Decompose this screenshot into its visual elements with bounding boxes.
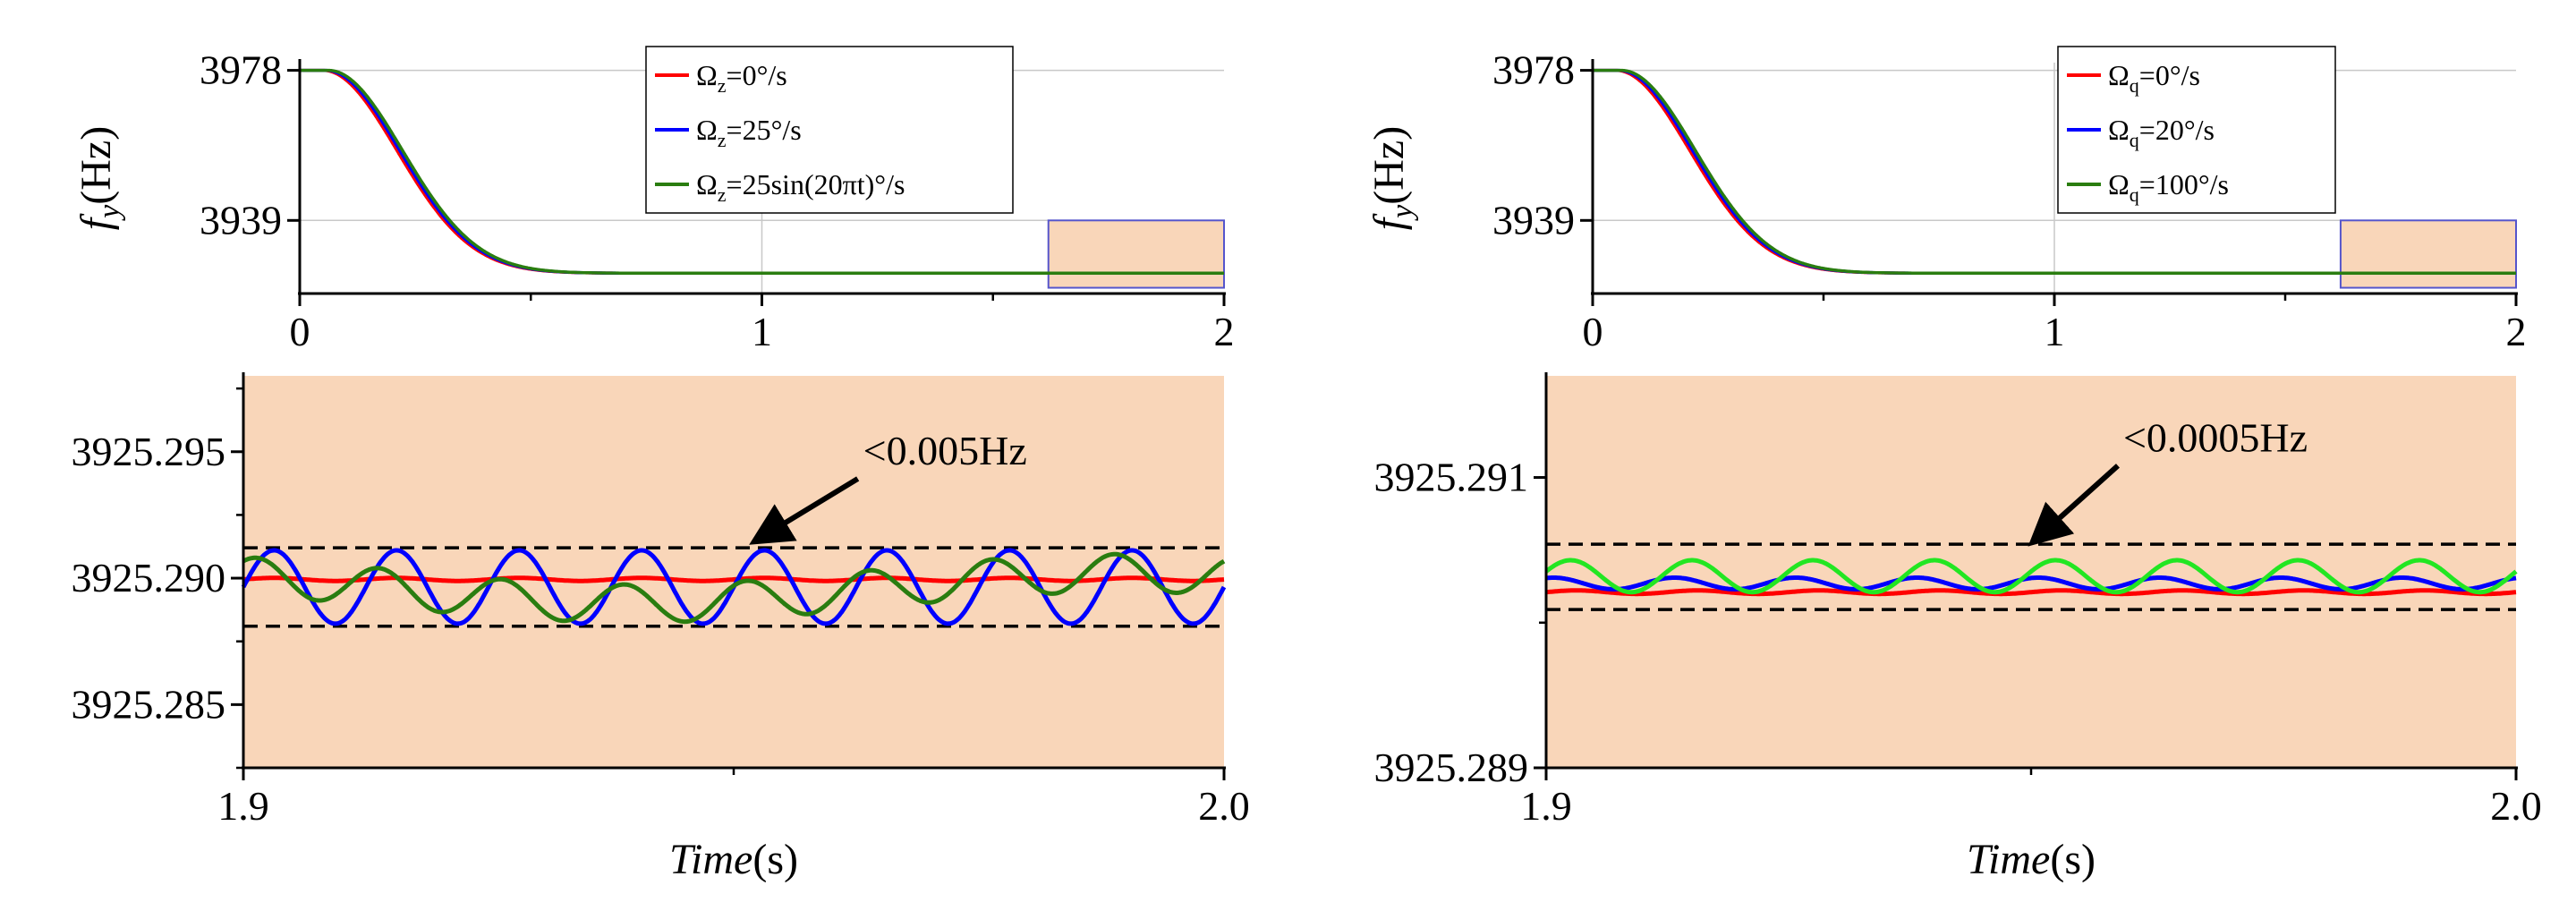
- annotation-arrow: [749, 476, 860, 545]
- y-tick-label: 3925.290: [72, 555, 226, 600]
- legend-entry: Ωq=100°/s: [2108, 168, 2229, 206]
- x-tick-label: 2: [2506, 309, 2527, 354]
- series-line-blue: [1544, 575, 2518, 592]
- x-tick-label: 0: [290, 309, 310, 354]
- y-tick-label: 3939: [1492, 197, 1575, 243]
- plot-background: [243, 376, 1224, 768]
- x-tick-label: 0: [1583, 309, 1603, 354]
- legend: Ωq=0°/s Ωq=20°/s Ωq=100°/s: [2057, 46, 2336, 214]
- series-line-green: [1544, 558, 2518, 595]
- y-tick-label: 3925.291: [1374, 455, 1529, 500]
- x-tick-label: 2: [1214, 309, 1235, 354]
- series-line-red: [242, 575, 1226, 583]
- y-tick-label: 3939: [200, 197, 282, 243]
- legend-entry: Ωz=0°/s: [696, 59, 787, 97]
- legend-entry: Ωz=25°/s: [696, 114, 802, 151]
- y-tick-label: 3925.285: [72, 681, 226, 727]
- x-tick-label: 1.9: [1520, 783, 1572, 829]
- y-tick-label: 3978: [1492, 47, 1575, 93]
- series-line-series-2: [299, 68, 1225, 276]
- x-axis-label: Time(s): [1967, 836, 2096, 883]
- legend-box: [645, 46, 1014, 214]
- x-axis-label: Time(s): [669, 836, 798, 883]
- legend-entry: Ωq=0°/s: [2108, 59, 2200, 97]
- x-tick-label: 2.0: [2490, 783, 2542, 829]
- series-line-series-2: [1592, 68, 2517, 276]
- x-tick-label: 1.9: [217, 783, 269, 829]
- y-axis-label: fy(Hz): [1365, 126, 1419, 230]
- annotation-label: <0.005Hz: [863, 428, 1027, 473]
- y-tick-label: 3978: [200, 47, 282, 93]
- y-axis-label: fy(Hz): [72, 126, 126, 230]
- legend: Ωz=0°/s Ωz=25°/s Ωz=25sin(20πt)°/s: [645, 46, 1014, 214]
- annotation-arrow: [2028, 464, 2120, 547]
- legend-entry: Ωz=25sin(20πt)°/s: [696, 168, 905, 206]
- zoom-region: [2339, 219, 2517, 289]
- x-tick-label: 1: [752, 309, 772, 354]
- y-tick-label: 3925.295: [72, 429, 226, 474]
- y-tick-label: 3925.289: [1374, 745, 1529, 790]
- chart-top-right: 3978 3939 0 1 2 fy(Hz) Ωq=0°/s Ωq=20°/s Ωq=100°/…: [1365, 46, 2527, 354]
- chart-top-left: 3978 3939 0 1 2 fy(Hz) Ωz=0°/s Ωz=25°/s Ωz=25sin…: [72, 46, 1235, 354]
- annotation-label: <0.0005Hz: [2123, 414, 2308, 460]
- zoom-region: [1047, 219, 1225, 289]
- x-tick-label: 2.0: [1198, 783, 1250, 829]
- legend-box: [2057, 46, 2336, 214]
- series-line-green: [242, 551, 1226, 625]
- chart-bottom-left: 3925.295 3925.290 3925.285 1.9 2.0 Time(s) <0.…: [72, 372, 1250, 883]
- x-tick-label: 1: [2045, 309, 2065, 354]
- legend-entry: Ωq=20°/s: [2108, 114, 2215, 151]
